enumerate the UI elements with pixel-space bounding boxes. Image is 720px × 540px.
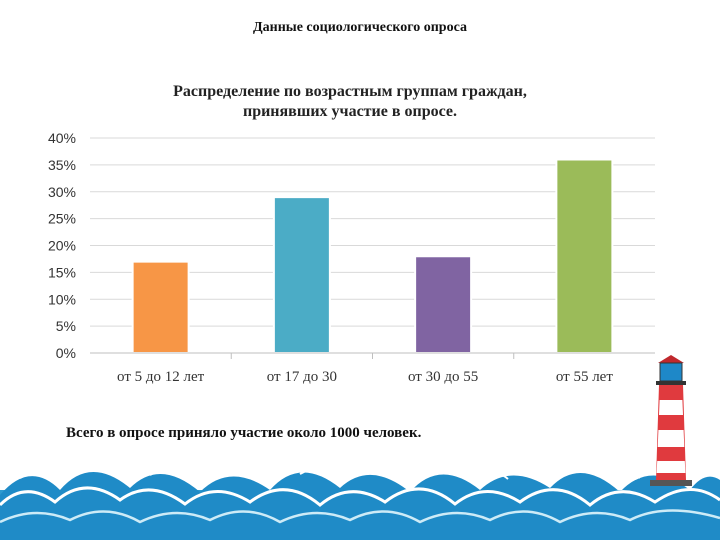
bar xyxy=(272,196,331,354)
survey-note: Всего в опросе приняло участие около 100… xyxy=(66,425,422,441)
slide-title: Данные социологического опроса xyxy=(253,20,467,35)
x-category-label: от 17 до 30 xyxy=(267,369,337,385)
y-tick-label: 15% xyxy=(48,264,76,280)
y-tick-label: 20% xyxy=(48,238,76,254)
bar xyxy=(555,158,614,354)
bar xyxy=(131,260,190,354)
y-axis-ticks: 0% 5% 10% 15% 20% 25% 30% 35% 40% xyxy=(48,130,76,361)
chart-title: Распределение по возрастным группам граж… xyxy=(173,83,527,120)
y-tick-label: 0% xyxy=(56,345,76,361)
x-axis-labels: от 5 до 12 лет от 17 до 30 от 30 до 55 от 5… xyxy=(117,353,613,385)
sea-waves xyxy=(0,467,720,540)
bars xyxy=(131,158,614,354)
y-tick-label: 40% xyxy=(48,130,76,146)
lighthouse-icon xyxy=(650,355,692,486)
y-tick-label: 5% xyxy=(56,318,76,334)
y-tick-label: 35% xyxy=(48,157,76,173)
x-category-label: от 30 до 55 xyxy=(408,369,478,385)
x-category-label: от 55 лет xyxy=(556,369,614,385)
y-tick-label: 10% xyxy=(48,291,76,307)
bar xyxy=(414,255,473,354)
x-category-label: от 5 до 12 лет xyxy=(117,369,205,385)
y-tick-label: 30% xyxy=(48,184,76,200)
y-tick-label: 25% xyxy=(48,211,76,227)
